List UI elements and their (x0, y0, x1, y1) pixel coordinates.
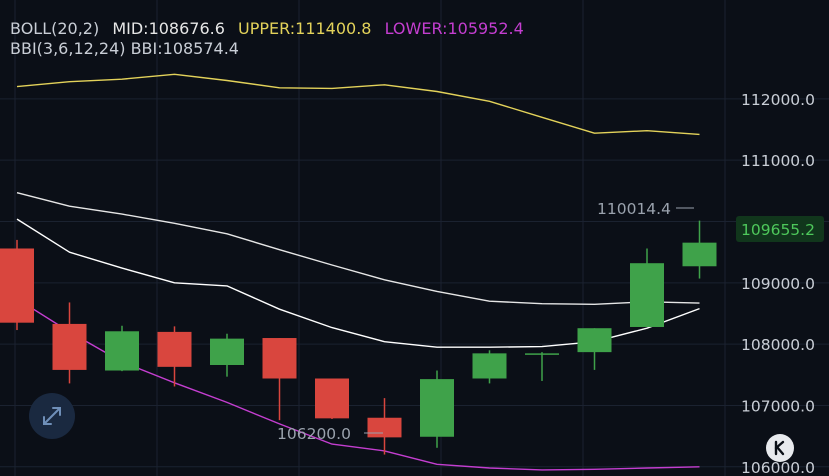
candle-body (157, 331, 192, 367)
y-tick-label: 107000.0 (741, 397, 815, 415)
candle-up (682, 220, 717, 279)
candle-up (472, 350, 507, 384)
candle-down (367, 398, 402, 455)
y-tick-label: 109000.0 (741, 275, 815, 293)
current-price-badge: 109655.2 (736, 216, 824, 242)
candle-down (52, 302, 87, 384)
low-annotation: 106200.0 (277, 425, 383, 443)
candle-down (0, 239, 34, 331)
y-tick-label: 112000.0 (741, 91, 815, 109)
candles (0, 220, 717, 455)
legend-boll-name: BOLL(20,2) (10, 19, 99, 38)
series-line-upper (16, 73, 700, 136)
candle-down (157, 326, 192, 387)
legend-upper: UPPER:111400.8 (238, 19, 371, 38)
candle-up (577, 328, 612, 370)
candle-body (52, 323, 87, 370)
series-line-mid (16, 192, 700, 305)
low-annotation-label: 106200.0 (277, 425, 351, 443)
legend-line-1: BOLL(20,2) MID:108676.6 UPPER:111400.8 L… (10, 19, 524, 38)
candle-body (0, 248, 34, 323)
candle-body (367, 417, 402, 438)
y-axis-ticks: 112000.0111000.0110000.0109000.0108000.0… (741, 91, 815, 476)
candle-body (105, 331, 139, 371)
candle-body (577, 328, 612, 353)
candle-body (315, 378, 349, 419)
candle-up (210, 333, 244, 377)
y-tick-label: 108000.0 (741, 336, 815, 354)
candle-body (682, 242, 717, 267)
candle-up (525, 352, 559, 381)
candle-up (630, 248, 664, 327)
legend-bbi: BBI(3,6,12,24) BBI:108574.4 (10, 39, 239, 58)
candle-body (210, 338, 244, 366)
chart-mode-button[interactable] (766, 434, 794, 462)
candle-body (630, 263, 664, 327)
legend-lower: LOWER:105952.4 (385, 19, 524, 38)
candle-body (472, 353, 507, 379)
legend-mid: MID:108676.6 (112, 19, 225, 38)
high-annotation: 110014.4 (597, 200, 694, 218)
indicator-lines (16, 73, 700, 471)
candle-up (420, 370, 454, 448)
candle-body (262, 338, 297, 379)
legend: BOLL(20,2) MID:108676.6 UPPER:111400.8 L… (10, 19, 524, 58)
candle-down (315, 378, 349, 419)
candle-body (525, 353, 559, 355)
candle-down (262, 338, 297, 421)
high-annotation-label: 110014.4 (597, 200, 671, 218)
candle-body (420, 379, 454, 437)
y-tick-label: 106000.0 (741, 459, 815, 476)
k-icon (774, 440, 785, 456)
series-line-lower (16, 298, 700, 471)
candle-up (105, 325, 139, 372)
expand-arrows-icon (43, 407, 61, 425)
fullscreen-button[interactable] (29, 393, 75, 439)
y-tick-label: 111000.0 (741, 152, 815, 170)
current-price-label: 109655.2 (741, 221, 815, 239)
current-price-bg (736, 216, 824, 242)
